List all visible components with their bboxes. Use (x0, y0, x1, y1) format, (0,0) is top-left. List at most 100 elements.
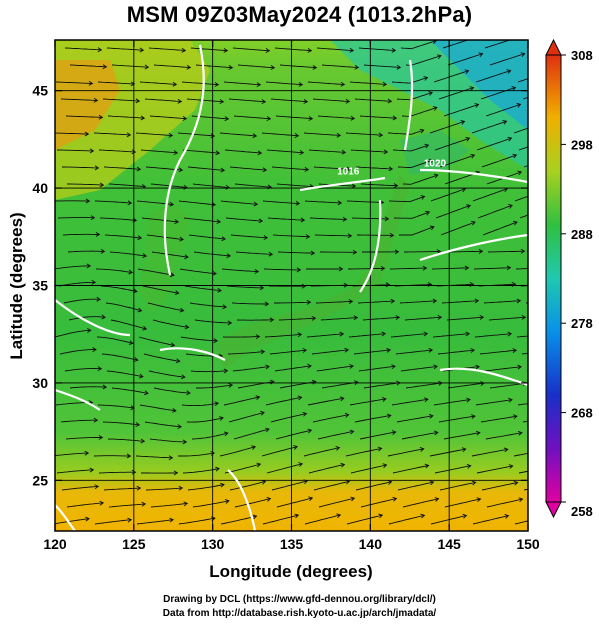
streamline-arrowhead (383, 149, 389, 155)
streamline-arrowhead (132, 288, 138, 294)
streamline (67, 250, 105, 253)
streamline (396, 92, 433, 101)
streamline-arrowhead (139, 47, 145, 53)
streamline (62, 233, 100, 236)
streamline (139, 81, 177, 85)
streamline (311, 284, 348, 287)
isobar-line (55, 504, 76, 531)
streamline (107, 438, 145, 442)
streamline (270, 98, 308, 103)
isobar-line (419, 168, 528, 184)
streamline-arrowhead (144, 64, 150, 70)
streamline (313, 480, 350, 491)
streamline (354, 414, 391, 423)
streamline (184, 285, 222, 292)
streamline-arrowhead (338, 266, 344, 272)
streamline-arrowhead (126, 453, 132, 459)
streamline-arrowhead (135, 98, 141, 104)
streamline-arrowhead (390, 298, 396, 304)
isobar-line (55, 299, 131, 337)
streamline-arrowhead (342, 216, 348, 222)
streamline (190, 47, 228, 52)
streamline-arrowhead (311, 315, 317, 321)
streamline (392, 464, 429, 474)
streamline (186, 98, 224, 103)
streamline-arrowhead (461, 447, 467, 453)
isobar-label: 1020 (424, 159, 447, 170)
streamline (476, 137, 512, 151)
streamline (66, 502, 104, 508)
streamline (135, 132, 173, 137)
streamline-arrowhead (95, 232, 101, 237)
streamline (186, 417, 224, 423)
streamline-arrowhead (424, 397, 429, 403)
streamline (233, 428, 270, 440)
x-tick-label: 145 (437, 536, 461, 552)
streamline-arrowhead (177, 98, 183, 104)
streamline-arrowhead (256, 462, 262, 468)
streamline (402, 498, 439, 508)
streamline-arrowhead (179, 307, 185, 313)
streamline (261, 446, 298, 457)
streamline (144, 98, 182, 102)
isobar-line (163, 44, 205, 276)
streamline-arrowhead (140, 438, 146, 444)
streamline-arrowhead (301, 283, 307, 289)
streamline-arrowhead (516, 103, 522, 108)
isobar-label: 1016 (337, 166, 360, 177)
streamline (153, 64, 191, 68)
streamline (400, 40, 437, 50)
streamline (446, 250, 483, 253)
streamline-arrowhead (420, 195, 426, 200)
streamline-arrowhead (97, 366, 103, 371)
streamline (95, 268, 133, 274)
streamline-arrowhead (126, 132, 132, 138)
streamline (265, 396, 302, 406)
streamline (354, 98, 392, 102)
streamline-arrowhead (382, 81, 388, 87)
streamline-arrowhead (520, 52, 526, 57)
streamline-arrowhead (132, 217, 138, 223)
streamline-arrowhead (508, 204, 513, 209)
streamline (482, 221, 518, 236)
streamline-arrowhead (102, 384, 108, 390)
streamline (149, 115, 187, 120)
streamline-arrowhead (395, 315, 401, 320)
streamline-arrowhead (436, 249, 442, 254)
streamline (395, 349, 433, 355)
landmass-korea (140, 200, 190, 312)
streamline (389, 267, 427, 270)
isobar-line (439, 367, 528, 387)
streamline-arrowhead (186, 390, 191, 396)
streamline (391, 398, 428, 406)
streamline-arrowhead (298, 82, 304, 87)
streamline-arrowhead (308, 116, 314, 121)
streamline-arrowhead (471, 480, 477, 486)
streamline-arrowhead (98, 435, 104, 440)
streamline-arrowhead (255, 395, 261, 401)
streamline (357, 300, 395, 304)
colorbar-label: 268 (571, 406, 593, 421)
streamline (277, 251, 315, 254)
streamline (65, 437, 103, 440)
x-tick-label: 125 (122, 536, 146, 552)
streamline-arrowhead (127, 200, 133, 206)
streamline (194, 319, 232, 324)
streamline-arrowhead (179, 236, 184, 242)
streamline-arrowhead (85, 516, 90, 522)
streamline-arrowhead (93, 417, 99, 423)
streamline (276, 183, 314, 188)
streamline (514, 520, 528, 525)
streamline-arrowhead (503, 187, 509, 193)
streamline-arrowhead (518, 497, 524, 503)
streamline-arrowhead (141, 183, 147, 189)
streamline (489, 382, 527, 389)
streamline (65, 115, 103, 118)
streamline-arrowhead (381, 331, 387, 337)
streamline-arrowhead (259, 285, 265, 291)
streamline-arrowhead (221, 236, 227, 242)
streamline-arrowhead (433, 430, 439, 436)
streamline-arrowhead (389, 232, 395, 238)
streamline (392, 144, 429, 152)
streamline (359, 115, 397, 119)
